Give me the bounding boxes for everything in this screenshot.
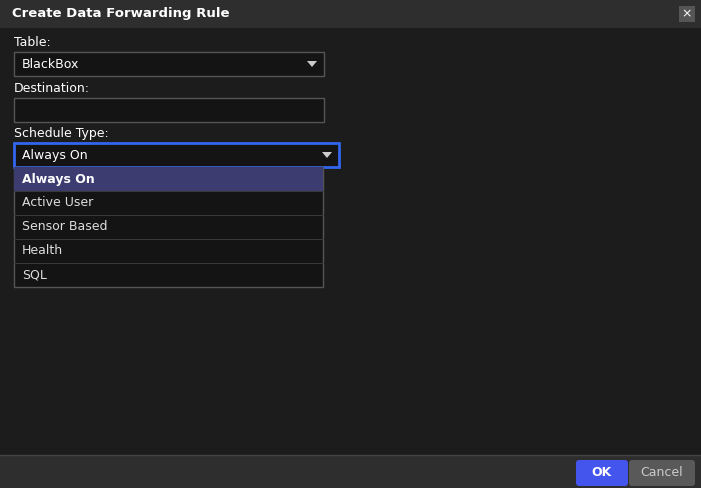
Text: Sensor Based: Sensor Based	[22, 221, 107, 233]
Text: Always On: Always On	[22, 148, 88, 162]
Text: BlackBox: BlackBox	[22, 58, 79, 70]
FancyBboxPatch shape	[576, 460, 628, 486]
FancyBboxPatch shape	[14, 52, 324, 76]
FancyBboxPatch shape	[679, 6, 695, 22]
Text: ×: ×	[682, 7, 693, 20]
Polygon shape	[322, 152, 332, 158]
FancyBboxPatch shape	[14, 98, 324, 122]
FancyBboxPatch shape	[14, 143, 339, 167]
FancyBboxPatch shape	[0, 0, 701, 28]
Text: Health: Health	[22, 244, 63, 258]
Text: Table:: Table:	[14, 37, 50, 49]
Text: Schedule Type:: Schedule Type:	[14, 127, 109, 141]
FancyBboxPatch shape	[629, 460, 695, 486]
Text: SQL: SQL	[22, 268, 47, 282]
Text: Active User: Active User	[22, 197, 93, 209]
FancyBboxPatch shape	[14, 167, 323, 287]
FancyBboxPatch shape	[14, 167, 323, 191]
Text: OK: OK	[592, 467, 612, 480]
Text: Destination:: Destination:	[14, 82, 90, 96]
Polygon shape	[307, 61, 317, 67]
Text: Cancel: Cancel	[641, 467, 683, 480]
FancyBboxPatch shape	[0, 455, 701, 488]
Text: Always On: Always On	[22, 172, 95, 185]
Text: Create Data Forwarding Rule: Create Data Forwarding Rule	[12, 7, 229, 20]
